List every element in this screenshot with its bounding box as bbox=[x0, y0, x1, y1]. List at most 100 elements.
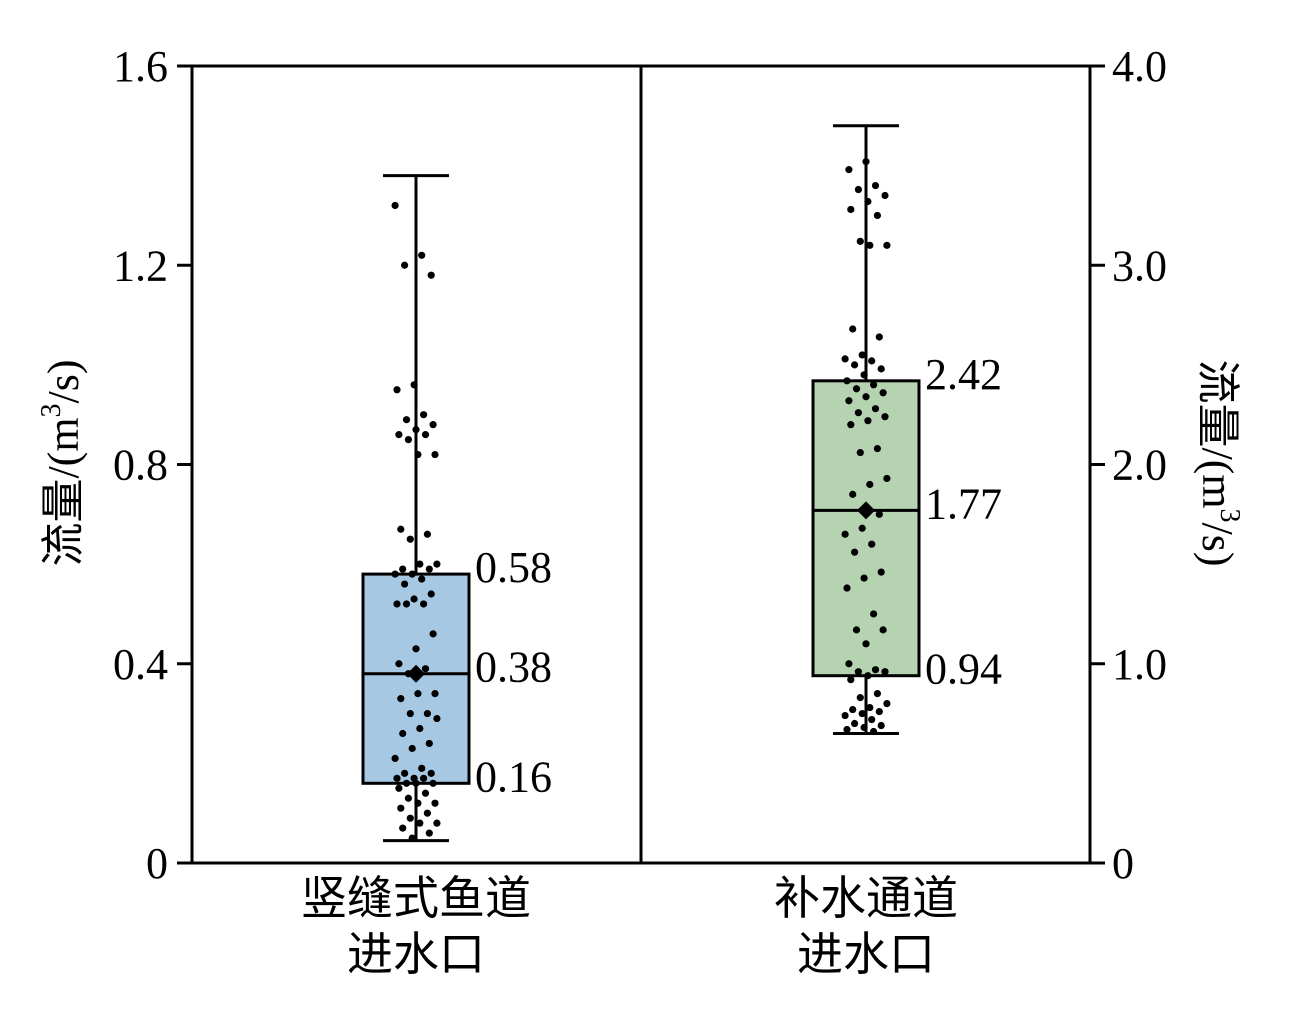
data-point bbox=[870, 381, 878, 389]
data-point bbox=[877, 721, 885, 730]
data-point bbox=[854, 185, 863, 194]
data-point bbox=[408, 570, 416, 578]
data-point bbox=[433, 819, 441, 827]
data-point bbox=[849, 705, 857, 714]
data-point bbox=[870, 727, 878, 736]
data-point bbox=[431, 690, 439, 698]
data-point bbox=[854, 409, 863, 417]
data-point bbox=[877, 365, 885, 373]
data-point bbox=[429, 779, 437, 787]
data-point bbox=[858, 709, 866, 718]
data-point bbox=[414, 450, 422, 459]
data-point bbox=[862, 640, 870, 648]
right-tick-label: 0 bbox=[1112, 839, 1134, 888]
data-point bbox=[881, 191, 889, 200]
iqr-box bbox=[811, 379, 921, 678]
boxes-layer: 0.58 0.38 0.16 2.42 1.77 0.94 bbox=[361, 124, 1002, 843]
data-point bbox=[852, 626, 861, 634]
data-point bbox=[416, 819, 424, 827]
data-point bbox=[402, 600, 411, 608]
data-point bbox=[871, 666, 880, 674]
data-point bbox=[408, 834, 416, 842]
data-point bbox=[421, 665, 430, 673]
data-point bbox=[408, 744, 416, 753]
data-point bbox=[868, 357, 876, 365]
data-point bbox=[875, 510, 883, 518]
data-point bbox=[399, 729, 407, 738]
data-point bbox=[402, 416, 411, 424]
data-point bbox=[401, 580, 409, 588]
mean-marker bbox=[857, 501, 875, 520]
category-label: 进水口 bbox=[347, 929, 485, 980]
data-point bbox=[862, 158, 870, 166]
data-point bbox=[406, 709, 414, 718]
left-tick-label: 1.2 bbox=[113, 241, 168, 290]
data-point bbox=[866, 480, 874, 489]
data-point bbox=[418, 575, 426, 583]
data-point bbox=[421, 789, 430, 797]
data-point bbox=[427, 590, 435, 598]
data-point bbox=[399, 565, 407, 573]
left-tick-label: 0.8 bbox=[113, 441, 168, 490]
data-point bbox=[391, 754, 399, 762]
data-point bbox=[881, 668, 889, 676]
data-point bbox=[864, 672, 872, 680]
left-tick-label: 0.4 bbox=[113, 640, 168, 689]
data-point bbox=[849, 325, 857, 333]
left-y-axis: 0 0.4 0.8 1.2 1.6 bbox=[113, 42, 192, 888]
data-point bbox=[883, 241, 891, 249]
category-label: 进水口 bbox=[797, 929, 935, 980]
data-point bbox=[412, 426, 420, 434]
data-point bbox=[883, 474, 891, 483]
plot-frame bbox=[190, 64, 1092, 865]
data-point bbox=[860, 723, 868, 732]
data-point bbox=[404, 794, 412, 802]
data-point bbox=[412, 779, 420, 787]
data-point bbox=[393, 386, 401, 394]
data-point bbox=[873, 444, 882, 453]
data-point bbox=[856, 694, 864, 702]
data-point bbox=[418, 251, 426, 259]
data-point bbox=[420, 600, 428, 608]
data-point bbox=[404, 435, 412, 444]
data-point bbox=[427, 769, 435, 777]
data-point bbox=[864, 197, 872, 206]
data-point bbox=[871, 405, 880, 413]
q1-label: 0.94 bbox=[925, 645, 1002, 694]
data-point bbox=[391, 201, 399, 210]
data-point bbox=[423, 809, 431, 817]
left-axis-title: 流量/(m3/s) bbox=[36, 359, 88, 566]
q1-label: 0.16 bbox=[475, 752, 552, 801]
data-point bbox=[423, 530, 431, 538]
data-point bbox=[871, 181, 880, 190]
category-label: 竖缝式鱼道 bbox=[301, 873, 531, 924]
right-tick-label: 3.0 bbox=[1112, 241, 1167, 290]
data-point bbox=[391, 570, 399, 578]
data-point bbox=[870, 610, 878, 618]
data-point bbox=[879, 626, 887, 634]
data-point bbox=[851, 719, 859, 728]
right-y-axis: 0 1.0 2.0 3.0 4.0 bbox=[1090, 42, 1167, 888]
data-point bbox=[425, 565, 433, 573]
right-axis-title: 流量/(m3/s) bbox=[1193, 359, 1245, 566]
data-point bbox=[847, 676, 855, 684]
data-point bbox=[864, 417, 872, 425]
data-point bbox=[393, 774, 401, 782]
data-point bbox=[406, 535, 414, 543]
data-point bbox=[856, 237, 864, 245]
right-tick-label: 2.0 bbox=[1112, 441, 1167, 490]
data-point bbox=[414, 690, 422, 698]
data-point bbox=[862, 393, 870, 401]
data-point bbox=[856, 448, 864, 457]
data-point bbox=[395, 784, 403, 792]
data-point bbox=[393, 600, 401, 608]
data-point bbox=[429, 421, 437, 429]
data-point bbox=[397, 804, 405, 812]
data-point bbox=[860, 371, 868, 379]
data-point bbox=[877, 568, 885, 576]
data-point bbox=[402, 779, 411, 787]
data-point bbox=[852, 385, 861, 393]
data-point bbox=[845, 397, 853, 405]
data-point bbox=[427, 271, 435, 279]
